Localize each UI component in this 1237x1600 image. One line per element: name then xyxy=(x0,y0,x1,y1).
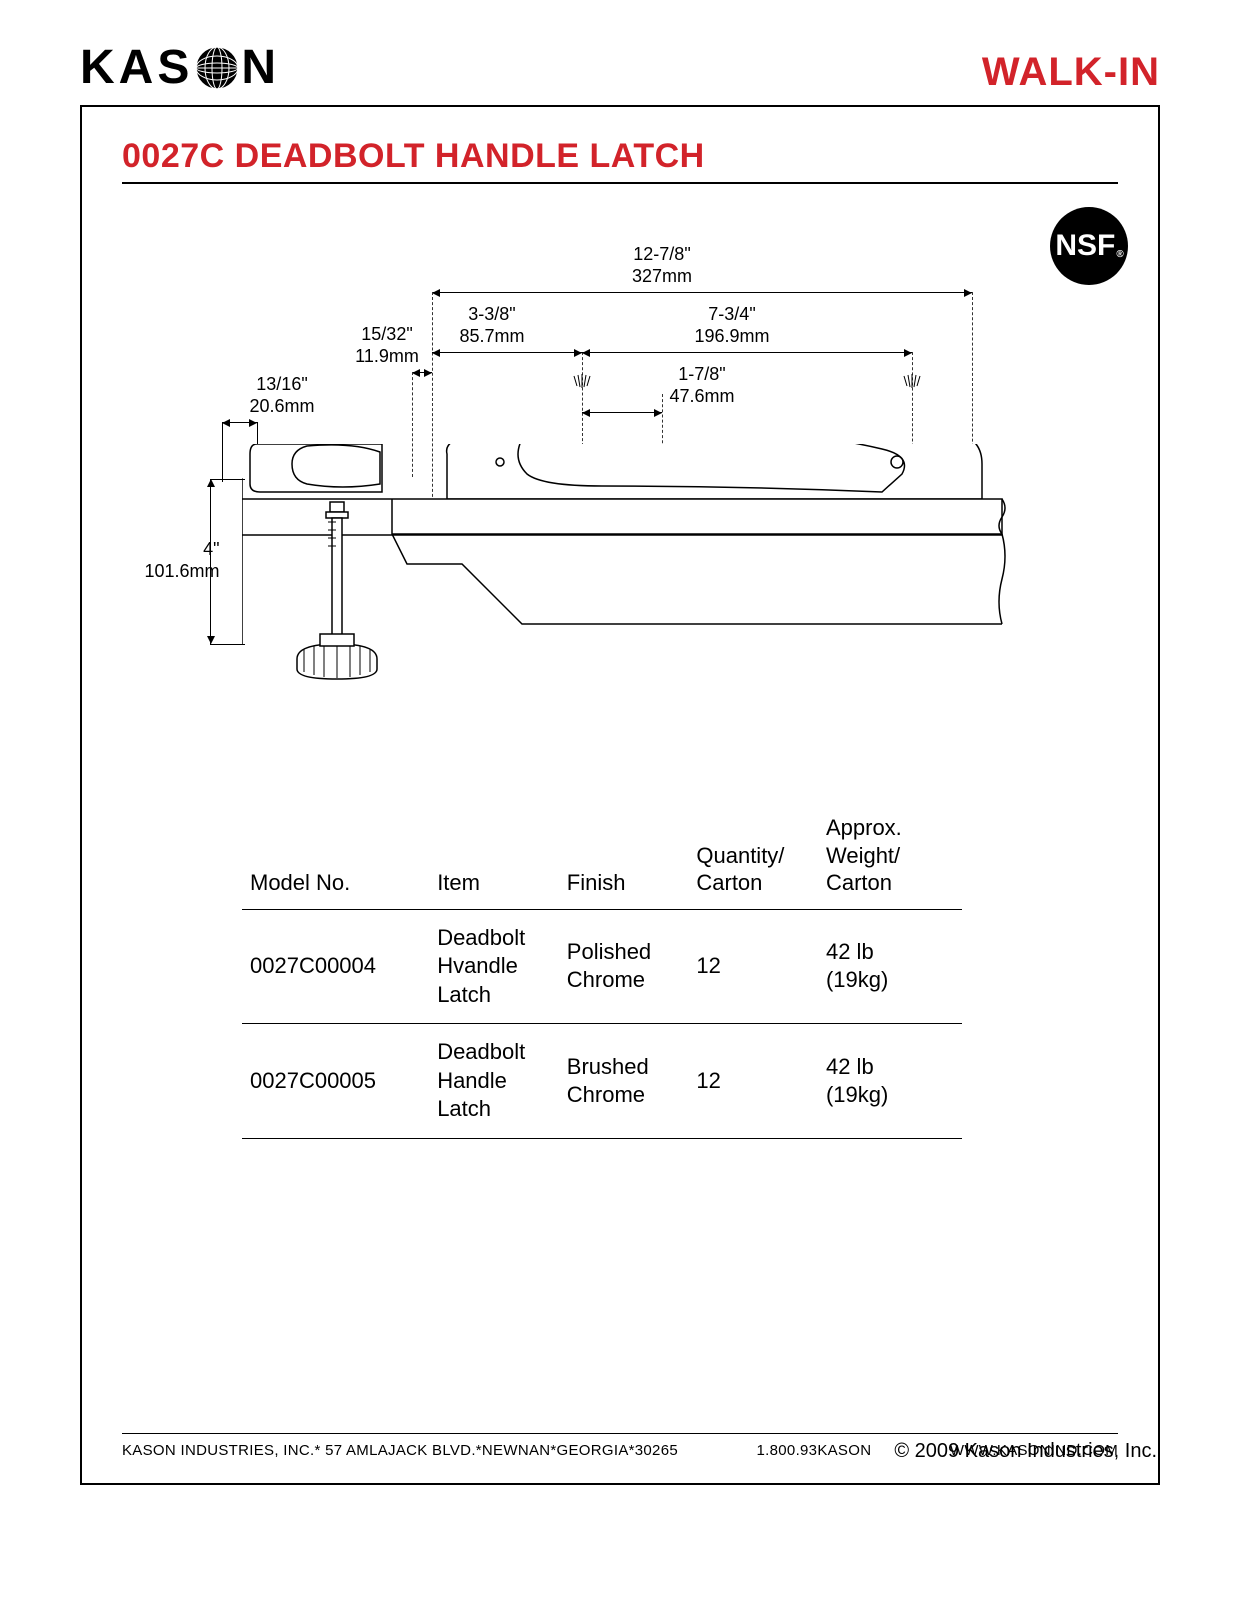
table-cell: 42 lb(19kg) xyxy=(818,1024,962,1139)
header: KAS N WALK-IN xyxy=(80,40,1160,95)
nsf-reg: ® xyxy=(1116,249,1123,260)
table-cell: 0027C00005 xyxy=(242,1024,429,1139)
table-header: Quantity/Carton xyxy=(688,804,818,909)
footer-address: KASON INDUSTRIES, INC.* 57 AMLAJACK BLVD… xyxy=(122,1442,678,1459)
table-header: Item xyxy=(429,804,559,909)
dim-line xyxy=(210,479,211,644)
dim-overall-width: 12-7/8"327mm xyxy=(632,244,692,287)
table-header: Model No. xyxy=(242,804,429,909)
models-table: Model No.ItemFinishQuantity/CartonApprox… xyxy=(242,804,962,1139)
dim-line xyxy=(222,422,257,423)
table-cell: 42 lb(19kg) xyxy=(818,909,962,1024)
table-cell: DeadboltHvandleLatch xyxy=(429,909,559,1024)
table-cell: BrushedChrome xyxy=(559,1024,689,1139)
dim-offset: 15/32"11.9mm xyxy=(355,324,419,367)
brand-logo: KAS N xyxy=(80,40,280,95)
screw-slot-icon xyxy=(573,374,591,388)
dim-right-seg: 7-3/4"196.9mm xyxy=(694,304,769,347)
dim-line xyxy=(582,352,912,353)
dim-hole-spacing: 1-7/8"47.6mm xyxy=(669,364,734,407)
logo-text-left: KAS xyxy=(80,40,193,95)
table-header: Finish xyxy=(559,804,689,909)
footer-phone: 1.800.93KASON xyxy=(757,1442,872,1459)
technical-diagram: 12-7/8"327mm 3-3/8"85.7mm 7-3/4"196.9mm xyxy=(162,244,1062,744)
dim-plate-width: 13/16"20.6mm xyxy=(249,374,314,417)
logo-text-right: N xyxy=(241,40,280,95)
screw-slot-icon xyxy=(903,374,921,388)
dim-line xyxy=(432,292,972,293)
category-label: WALK-IN xyxy=(982,50,1160,95)
dim-line xyxy=(412,372,432,373)
table-cell: DeadboltHandleLatch xyxy=(429,1024,559,1139)
table-row: 0027C00004DeadboltHvandleLatchPolishedCh… xyxy=(242,909,962,1024)
dim-height: 4"101.6mm xyxy=(144,539,219,582)
table-cell: 12 xyxy=(688,1024,818,1139)
table-cell: PolishedChrome xyxy=(559,909,689,1024)
table-row: 0027C00005DeadboltHandleLatchBrushedChro… xyxy=(242,1024,962,1139)
dim-line xyxy=(582,412,662,413)
table-cell: 12 xyxy=(688,909,818,1024)
copyright: © 2009 Kason Industries, Inc. xyxy=(894,1440,1157,1463)
dim-left-seg: 3-3/8"85.7mm xyxy=(459,304,524,347)
table-header: Approx.Weight/Carton xyxy=(818,804,962,909)
globe-icon xyxy=(195,46,239,90)
nsf-text: NSF xyxy=(1055,229,1115,263)
table-cell: 0027C00004 xyxy=(242,909,429,1024)
page-title: 0027C DEADBOLT HANDLE LATCH xyxy=(122,137,1118,184)
dim-line xyxy=(432,352,582,353)
content-frame: 0027C DEADBOLT HANDLE LATCH NSF® 12-7/8"… xyxy=(80,105,1160,1485)
product-outline xyxy=(242,444,1042,749)
